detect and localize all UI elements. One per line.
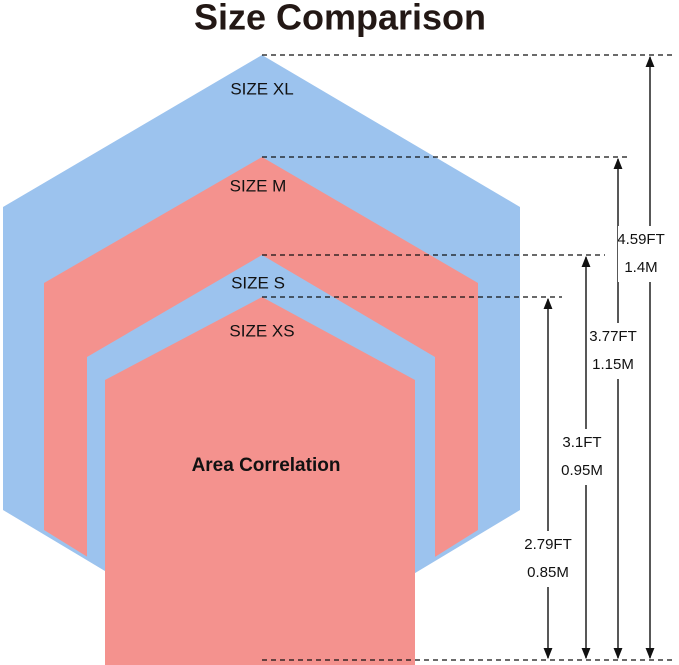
label-bg xyxy=(618,226,664,282)
dimension-ft: 4.59FT xyxy=(617,231,665,248)
center-label: Area Correlation xyxy=(192,455,341,476)
size-label: SIZE S xyxy=(231,273,285,292)
dimension-ft: 3.1FT xyxy=(562,434,601,451)
dimension-m: 1.4M xyxy=(624,259,657,276)
size-label: SIZE M xyxy=(230,176,287,195)
hexagon-xs xyxy=(105,297,415,665)
title: Size Comparison xyxy=(194,0,486,38)
dimension-m: 1.15M xyxy=(592,356,634,373)
label-bg xyxy=(588,323,646,379)
dimension-m: 0.95M xyxy=(561,462,603,479)
label-bg xyxy=(520,531,576,587)
size-label: SIZE XL xyxy=(230,79,293,98)
size-label: SIZE XS xyxy=(229,321,294,340)
dimension-ft: 2.79FT xyxy=(524,536,572,553)
dimension-ft: 3.77FT xyxy=(589,328,637,345)
dimension-m: 0.85M xyxy=(527,564,569,581)
label-bg xyxy=(556,429,608,485)
